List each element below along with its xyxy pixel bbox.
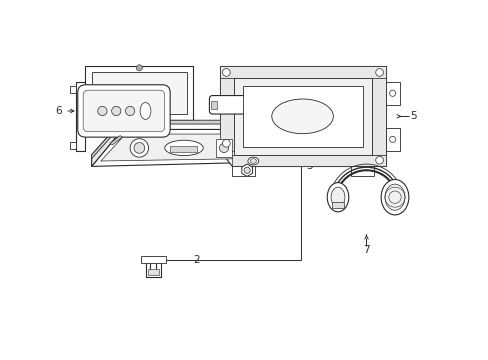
Polygon shape [91,130,246,166]
Polygon shape [350,166,373,176]
Circle shape [111,106,121,116]
Polygon shape [220,66,385,78]
Polygon shape [371,78,385,155]
Text: 1: 1 [306,138,312,148]
Circle shape [136,65,142,71]
Ellipse shape [271,99,333,134]
Ellipse shape [247,157,258,165]
Ellipse shape [250,159,256,163]
Text: 4: 4 [306,100,312,110]
Polygon shape [220,66,385,166]
Polygon shape [110,136,122,145]
Polygon shape [216,139,231,157]
Polygon shape [91,120,122,166]
Ellipse shape [326,183,348,212]
Text: 6: 6 [56,106,74,116]
Polygon shape [234,78,371,155]
Polygon shape [210,101,217,109]
Circle shape [222,69,230,76]
Polygon shape [331,202,344,208]
Ellipse shape [330,187,344,207]
Ellipse shape [380,180,408,215]
Circle shape [130,139,148,157]
Circle shape [375,69,383,76]
Circle shape [389,90,395,96]
Ellipse shape [140,103,151,120]
Polygon shape [170,147,197,152]
Text: 5: 5 [409,111,416,121]
Circle shape [125,106,135,116]
Circle shape [134,143,144,153]
Circle shape [375,156,383,164]
Polygon shape [385,128,399,151]
Polygon shape [385,82,399,105]
Polygon shape [243,86,362,147]
Polygon shape [70,142,76,149]
Polygon shape [145,261,161,276]
FancyBboxPatch shape [78,85,170,137]
Polygon shape [76,82,85,151]
Polygon shape [70,86,76,93]
Text: 7: 7 [363,245,369,255]
Polygon shape [85,66,193,120]
Polygon shape [91,72,187,114]
Circle shape [389,136,395,143]
Polygon shape [231,155,385,166]
Polygon shape [91,120,246,159]
Circle shape [98,106,107,116]
Text: 2: 2 [193,255,200,265]
Ellipse shape [164,140,203,156]
Polygon shape [220,78,234,151]
FancyBboxPatch shape [83,90,164,132]
Circle shape [222,139,230,147]
Polygon shape [147,269,158,275]
Polygon shape [242,164,252,176]
Text: 3: 3 [306,161,312,171]
FancyBboxPatch shape [209,95,269,114]
Circle shape [219,143,228,153]
Circle shape [244,167,250,173]
Ellipse shape [384,184,404,210]
Polygon shape [101,134,241,161]
Polygon shape [141,256,165,263]
Polygon shape [231,166,254,176]
